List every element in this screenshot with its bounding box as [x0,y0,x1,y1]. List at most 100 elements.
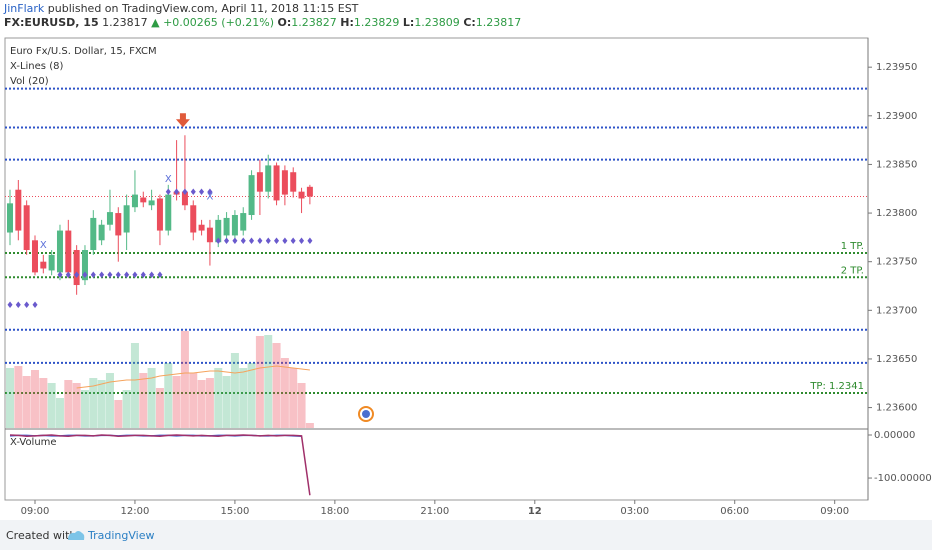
xline-dot: ♦ [131,271,139,281]
volume-bar [164,363,173,428]
x-tick-label: 12:00 [121,506,150,517]
volume-bar [147,368,156,428]
xline-dot: ♦ [148,271,156,281]
annotation: X [165,174,172,185]
xline-dot: ♦ [223,237,231,247]
volume-bar [89,378,98,428]
volume-bar [14,366,23,428]
xline-dot: ♦ [14,301,22,311]
candle-body [198,224,205,231]
brand[interactable]: TradingView [88,529,155,542]
candle-body [298,191,305,199]
y-tick-label: 1.23600 [876,403,917,414]
xline-dot: ♦ [114,271,122,281]
publish-line: JinFlark published on TradingView.com, A… [4,2,521,16]
volume-bar [105,373,114,428]
ohlc-value: 1.23809 [414,16,460,29]
candle-body [181,191,188,206]
y-tick-label: 1.23700 [876,305,917,316]
candle-body [215,219,222,243]
xline-dot: ♦ [214,237,222,247]
y-tick-label: 1.23850 [876,159,917,170]
ohlc-value: 1.23827 [291,16,337,29]
y2-tick-label: 0.00000 [874,430,915,441]
candle-body [256,172,263,192]
xline-dot: ♦ [73,271,81,281]
volume-bar [47,383,56,428]
candle-body [273,165,280,201]
candle-body [73,250,80,286]
indicator-label: X-Volume [10,437,57,448]
volume-bar [222,376,231,428]
xline-dot: ♦ [164,188,172,198]
level-label: 2 TP. [841,265,864,276]
annotation: X [40,240,47,251]
volume-bar [122,390,131,428]
xline-dot: ♦ [264,237,272,247]
volume-bar [230,353,239,428]
y2-tick-label: -100.00000 [874,473,932,484]
level-label: 1 TP. [841,241,864,252]
xline-dot: ♦ [248,237,256,247]
xline-dot: ♦ [56,271,64,281]
volume-ma [76,365,310,389]
candle-body [223,217,230,236]
candle-body [98,224,105,241]
candle-body [48,254,55,271]
xline-dot: ♦ [98,271,106,281]
change: ▲ +0.00265 (+0.21%) [151,16,275,29]
ohlc-label: C: [463,16,476,29]
xline-dot: ♦ [306,237,314,247]
y-tick-label: 1.23800 [876,208,917,219]
xline-dot: ♦ [31,301,39,311]
candle-body [23,205,30,251]
xline-dot: ♦ [89,271,97,281]
candle-body [231,215,238,236]
x-tick-label: 12 [528,506,542,517]
x-volume-line [9,434,311,496]
xline-dot: ♦ [281,237,289,247]
volume-bar [189,373,198,428]
volume-bar [64,380,73,428]
volume-bar [114,400,123,428]
volume-bar [297,383,306,428]
candle-body [106,212,113,225]
frame [4,37,869,501]
ohlc-label: O: [277,16,292,29]
volume-bar [255,336,264,428]
volume-bar [97,380,106,428]
chart-title: Euro Fx/U.S. Dollar, 15, FXCM [10,46,157,57]
x-tick-label: 03:00 [620,506,649,517]
xline-dot: ♦ [289,237,297,247]
volume-bar [180,331,189,428]
candle-body [6,203,13,233]
y-tick-label: 1.23900 [876,111,917,122]
candle-body [281,170,288,195]
x-tick-label: 09:00 [21,506,50,517]
volume-bar [130,343,139,428]
candle-body [306,186,313,197]
candle-body [15,189,22,231]
x-tick-label: 09:00 [820,506,849,517]
volume-bar [139,373,148,428]
candle-body [148,200,155,206]
volume-bar [205,378,214,428]
indicator-label: X-Lines (8) [10,61,63,72]
y-tick-label: 1.23750 [876,257,917,268]
created-with: Created with [6,529,77,542]
volume-bar [22,376,31,428]
last: 1.23817 [102,16,148,29]
x-tick-label: 18:00 [320,506,349,517]
candle-body [56,230,63,273]
xline-dot: ♦ [239,237,247,247]
xline-dot: ♦ [23,301,31,311]
level-label: TP: 1.2341 [809,381,864,392]
volume-bar [289,368,298,428]
xline-dot: ♦ [256,237,264,247]
candle-body [40,261,47,269]
author[interactable]: JinFlark [4,2,45,15]
volume-bar [280,358,289,428]
logo [68,531,85,540]
